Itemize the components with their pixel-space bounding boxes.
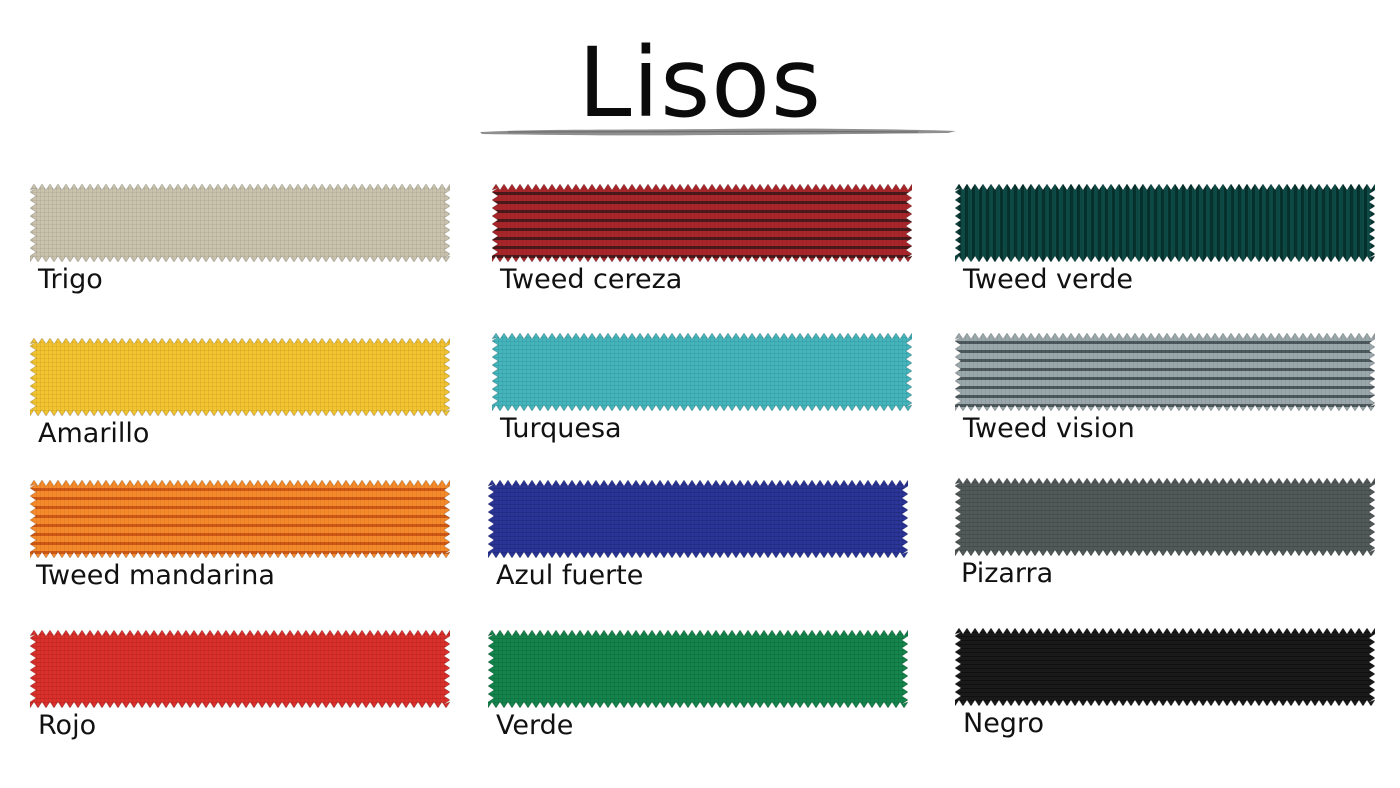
fabric-sample <box>955 184 1375 262</box>
fabric-sample <box>488 480 908 558</box>
swatch-amarillo[interactable]: Amarillo <box>30 338 450 449</box>
fabric-sample <box>955 333 1375 411</box>
swatch-tweed-vision[interactable]: Tweed vision <box>955 333 1375 444</box>
swatch-tweed-mandarina[interactable]: Tweed mandarina <box>30 480 450 591</box>
swatch-label: Verde <box>496 710 574 741</box>
swatch-turquesa[interactable]: Turquesa <box>492 333 912 444</box>
fabric-sample <box>488 630 908 708</box>
swatch-azul-fuerte[interactable]: Azul fuerte <box>488 480 908 591</box>
swatch-trigo[interactable]: Trigo <box>30 184 450 295</box>
swatch-negro[interactable]: Negro <box>955 628 1375 739</box>
swatch-tweed-verde[interactable]: Tweed verde <box>955 184 1375 295</box>
fabric-sample <box>30 480 450 558</box>
swatch-tweed-cereza[interactable]: Tweed cereza <box>492 184 912 295</box>
swatch-verde[interactable]: Verde <box>488 630 908 741</box>
fabric-sample <box>30 184 450 262</box>
swatch-label: Tweed verde <box>963 264 1134 295</box>
swatch-label: Rojo <box>38 710 97 741</box>
swatch-label: Azul fuerte <box>496 560 644 591</box>
swatch-label: Turquesa <box>500 413 622 444</box>
fabric-sample <box>30 338 450 416</box>
swatch-label: Trigo <box>38 264 103 295</box>
swatch-label: Negro <box>963 708 1044 739</box>
swatch-label: Pizarra <box>961 558 1054 589</box>
fabric-sample <box>30 630 450 708</box>
swatch-label: Tweed mandarina <box>36 560 275 591</box>
swatch-label: Tweed cereza <box>500 264 683 295</box>
swatch-label: Amarillo <box>38 418 150 449</box>
swatch-pizarra[interactable]: Pizarra <box>955 478 1375 589</box>
fabric-sample <box>492 184 912 262</box>
swatch-label: Tweed vision <box>963 413 1135 444</box>
fabric-sample <box>955 478 1375 556</box>
fabric-sample <box>492 333 912 411</box>
page-title: Lisos <box>578 27 822 139</box>
fabric-sample <box>955 628 1375 706</box>
title-brush-underline <box>480 128 956 136</box>
swatch-rojo[interactable]: Rojo <box>30 630 450 741</box>
